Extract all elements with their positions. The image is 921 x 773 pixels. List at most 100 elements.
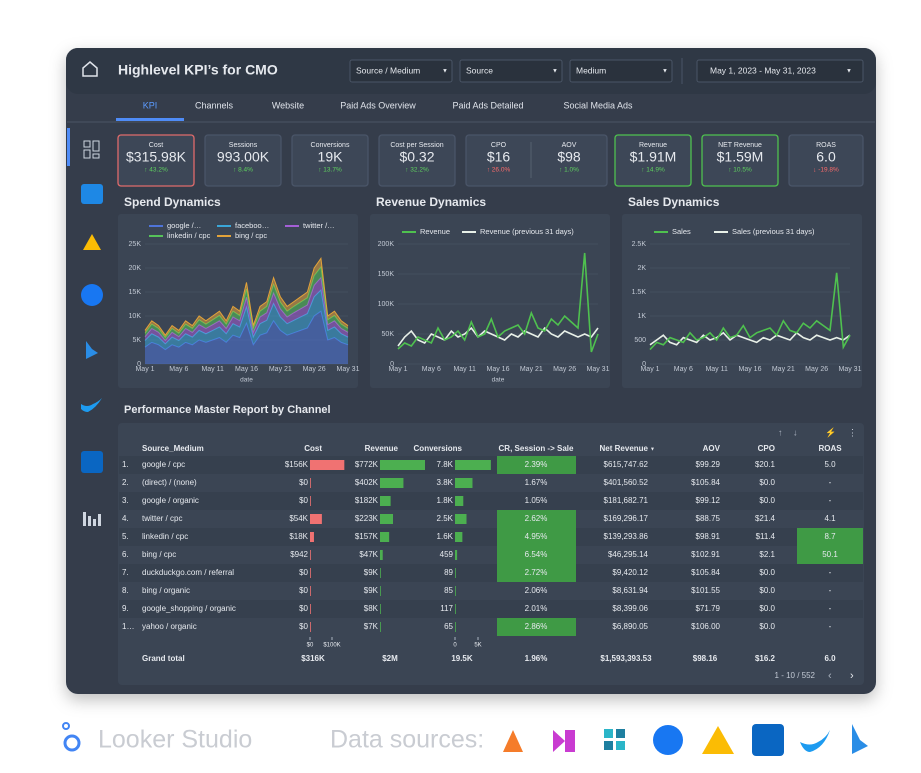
legend-label: bing / cpc [235,231,267,240]
icon[interactable] [81,284,103,306]
x-tick-label: May 16 [739,366,762,373]
source: google / organic [142,496,199,505]
cpo: $21.4 [755,514,776,523]
kpi-card [701,134,779,187]
source-icon [752,724,784,756]
conversions-label: 2.5K [437,514,454,523]
tab[interactable]: Social Media Ads [563,100,633,110]
table-row[interactable] [119,564,863,582]
column-header[interactable]: CPO [758,444,775,453]
icon[interactable] [81,184,103,204]
source: google_shopping / organic [142,604,236,613]
cr: 2.39% [525,460,548,469]
prev-page[interactable]: ‹ [828,670,832,682]
home-icon[interactable] [82,61,98,77]
y-tick-label: 2K [637,265,646,272]
kpi-value: $0.32 [399,149,434,165]
table-row[interactable] [119,528,863,546]
icon[interactable] [98,514,101,526]
chart-title: Spend Dynamics [124,195,221,209]
cost-label: $0 [299,478,308,487]
conversions-label: 459 [440,550,454,559]
cpo: $0.0 [759,586,775,595]
source-icon [800,730,830,752]
column-header[interactable]: Conversions [414,444,463,453]
tab[interactable]: Website [272,100,304,110]
area [145,290,348,350]
net_revenue: $401,560.52 [604,478,649,487]
filter-dropdown[interactable] [349,59,453,83]
table-row[interactable] [119,600,863,618]
table-row[interactable] [119,492,863,510]
aov: $102.91 [691,550,720,559]
icon[interactable] [92,153,100,159]
filter-dropdown[interactable] [569,59,673,83]
kpi-label: Revenue [639,142,667,149]
pagination: 1 - 10 / 552 [775,671,816,680]
kpi-change: ↑ 1.0% [559,167,579,174]
footer [62,722,868,756]
icon[interactable] [88,516,91,526]
icon[interactable] [81,451,103,473]
table-row[interactable] [119,456,863,474]
revenue-label: $402K [355,478,379,487]
column-header[interactable]: CR, Session -> Sale [499,444,574,453]
column-header[interactable]: Source_Medium [142,444,204,453]
x-tick-label: May 31 [587,366,610,373]
tab[interactable]: KPI [143,100,158,110]
table-row[interactable] [119,474,863,492]
kpi-value: 6.0 [816,149,836,165]
source: bing / cpc [142,550,176,559]
conversions-label: 3.8K [437,478,454,487]
column-header[interactable]: Revenue [365,444,399,453]
x-tick-label: May 31 [337,366,360,373]
sort-down[interactable]: ↓ [793,427,798,437]
x-tick-label: May 21 [520,366,543,373]
kpi-change: ↑ 8.4% [233,167,253,174]
more[interactable]: ⋮ [848,427,857,437]
column-header[interactable]: AOV [703,444,721,453]
icon[interactable] [83,140,91,148]
cost-bar [310,622,311,632]
filter-label: Source [466,65,493,75]
next-page[interactable]: › [850,670,854,682]
bolt[interactable]: ⚡ [825,426,836,438]
icon[interactable] [83,512,86,526]
cost-label: $54K [289,514,308,523]
cost-bar [310,514,322,524]
tab[interactable]: Paid Ads Overview [340,100,416,110]
icon[interactable] [81,398,102,412]
roas: 4.1 [824,514,836,523]
x-tick-label: May 26 [303,366,326,373]
line [397,252,599,353]
icon[interactable] [92,140,100,152]
column-header[interactable]: Net Revenue [600,444,649,453]
y-tick-label: 0 [390,361,394,368]
column-header[interactable]: ROAS [818,444,842,453]
icon[interactable] [83,234,101,250]
cpo: $0.0 [759,478,775,487]
chart-panel [622,214,862,388]
icon[interactable] [93,519,96,526]
legend-label: faceboo… [235,221,269,230]
column-header[interactable]: Cost [304,444,322,453]
tab[interactable]: Paid Ads Detailed [452,100,523,110]
x-tick-label: May 16 [235,366,258,373]
filter-dropdown[interactable] [459,59,563,83]
date-picker[interactable] [696,59,864,83]
x-tick-label: May 21 [269,366,292,373]
roas: 5.0 [824,460,836,469]
sort-up[interactable]: ↑ [778,427,783,437]
table-row[interactable] [119,582,863,600]
aov: $71.79 [696,604,721,613]
cr-highlight [497,456,576,474]
icon[interactable] [83,149,91,159]
row-index: 4. [122,514,129,523]
cr-highlight [497,510,576,528]
table-row[interactable] [119,546,863,564]
table-row[interactable] [119,618,863,636]
tab[interactable]: Channels [195,100,234,110]
table-row[interactable] [119,510,863,528]
revenue-label: $9K [364,586,379,595]
icon[interactable] [86,341,98,359]
